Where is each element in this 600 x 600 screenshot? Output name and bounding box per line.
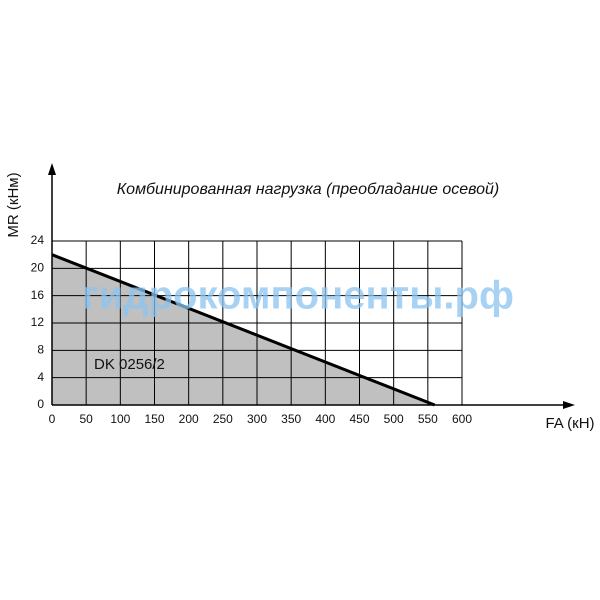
x-tick-label: 50 bbox=[79, 412, 93, 426]
annotation: DK 0256/2 bbox=[94, 356, 165, 373]
x-axis-arrow bbox=[563, 401, 575, 409]
x-tick-label: 550 bbox=[418, 412, 438, 426]
x-tick-label: 400 bbox=[315, 412, 335, 426]
y-tick-label: 16 bbox=[31, 288, 45, 302]
y-tick-label: 8 bbox=[37, 343, 44, 357]
x-tick-label: 150 bbox=[144, 412, 164, 426]
x-tick-label: 0 bbox=[49, 412, 56, 426]
x-tick-label: 350 bbox=[281, 412, 301, 426]
y-axis-label: MR (кНм) bbox=[5, 172, 22, 237]
y-tick-label: 24 bbox=[31, 233, 45, 247]
data-line bbox=[51, 253, 436, 407]
y-tick-label: 20 bbox=[31, 261, 45, 275]
x-tick-label: 450 bbox=[349, 412, 369, 426]
x-tick-label: 100 bbox=[110, 412, 130, 426]
chart-title: Комбинированная нагрузка (преобладание о… bbox=[117, 181, 500, 198]
y-tick-label: 12 bbox=[31, 315, 45, 329]
x-tick-label: 250 bbox=[213, 412, 233, 426]
x-tick-label: 600 bbox=[452, 412, 472, 426]
x-axis-label: FA (кН) bbox=[545, 415, 594, 432]
y-tick-label: 0 bbox=[37, 397, 44, 411]
x-tick-label: 300 bbox=[247, 412, 267, 426]
y-tick-label: 4 bbox=[37, 370, 44, 384]
x-tick-label: 500 bbox=[384, 412, 404, 426]
watermark: гидрокомпоненты.рф bbox=[82, 274, 514, 318]
x-tick-label: 200 bbox=[179, 412, 199, 426]
y-axis-arrow bbox=[48, 163, 56, 175]
